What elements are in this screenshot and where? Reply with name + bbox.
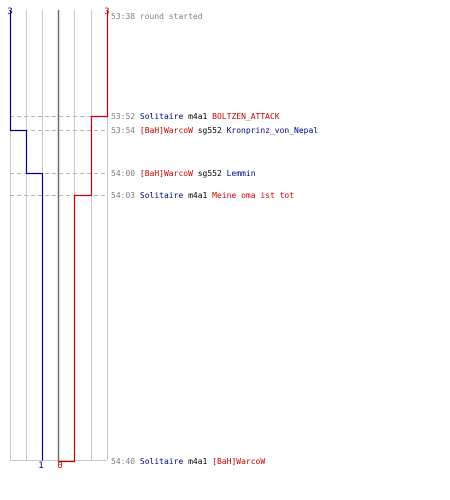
blue-end-score: 1 bbox=[38, 461, 43, 471]
event-killer: Solitaire bbox=[140, 457, 188, 466]
event-row: 53:38 round started bbox=[111, 12, 203, 21]
event-weapon: m4a1 bbox=[188, 457, 212, 466]
event-weapon: m4a1 bbox=[188, 112, 212, 121]
red-team-line bbox=[57, 10, 109, 463]
event-victim: [BaH]WarcoW bbox=[212, 457, 265, 466]
red-start-score: 3 bbox=[104, 7, 109, 17]
red-end-score: 0 bbox=[57, 461, 62, 471]
event-victim: Lemmin bbox=[227, 169, 256, 178]
event-row: 54:03 Solitaire m4a1 Meine oma ist tot bbox=[111, 191, 294, 200]
event-row: 53:54 [BaH]WarcoW sg552 Kronprinz_von_Ne… bbox=[111, 126, 318, 135]
timeline-grid bbox=[10, 10, 108, 461]
event-weapon: sg552 bbox=[198, 169, 227, 178]
event-text: round started bbox=[140, 12, 203, 21]
event-row: 54:00 [BaH]WarcoW sg552 Lemmin bbox=[111, 169, 256, 178]
event-time: 53:54 bbox=[111, 126, 140, 135]
event-victim: Meine oma ist tot bbox=[212, 191, 294, 200]
event-victim: Kronprinz_von_Nepal bbox=[227, 126, 319, 135]
event-time: 54:00 bbox=[111, 169, 140, 178]
event-time: 53:38 bbox=[111, 12, 140, 21]
event-killer: [BaH]WarcoW bbox=[140, 169, 198, 178]
event-killer: [BaH]WarcoW bbox=[140, 126, 198, 135]
team-count-lines bbox=[9, 10, 109, 463]
event-time: 53:52 bbox=[111, 112, 140, 121]
event-killer: Solitaire bbox=[140, 112, 188, 121]
event-row: 53:52 Solitaire m4a1 BOLTZEN_ATTACK bbox=[111, 112, 280, 121]
event-time: 54:03 bbox=[111, 191, 140, 200]
blue-team-line bbox=[9, 10, 44, 461]
event-log: 53:38 round started 53:52 Solitaire m4a1 … bbox=[111, 12, 318, 466]
event-killer: Solitaire bbox=[140, 191, 188, 200]
event-row: 54:40 Solitaire m4a1 [BaH]WarcoW bbox=[111, 457, 265, 466]
event-victim: BOLTZEN_ATTACK bbox=[212, 112, 280, 121]
event-weapon: sg552 bbox=[198, 126, 227, 135]
team-scores: 3 3 1 0 bbox=[7, 7, 109, 471]
event-time: 54:40 bbox=[111, 457, 140, 466]
blue-start-score: 3 bbox=[7, 7, 12, 17]
event-weapon: m4a1 bbox=[188, 191, 212, 200]
